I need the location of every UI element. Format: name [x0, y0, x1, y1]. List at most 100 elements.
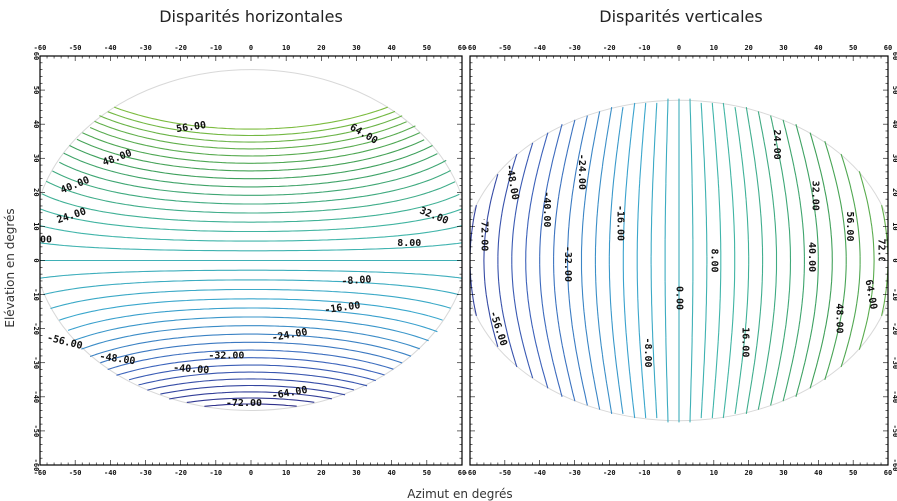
x-tick-label: -60	[34, 44, 47, 52]
x-tick-label: -20	[174, 469, 187, 477]
contour-label: 24.00	[56, 206, 88, 226]
contour-label: 64.00	[863, 279, 879, 311]
x-tick-label: -30	[139, 469, 152, 477]
contour-line	[40, 269, 462, 279]
x-tick-label: 10	[282, 44, 290, 52]
y-tick-label: -60	[32, 459, 40, 472]
contour-label: -32.00	[562, 246, 573, 282]
contour-line	[186, 397, 315, 403]
contour-line	[89, 125, 416, 157]
x-tick-label: 50	[849, 44, 857, 52]
contour-line	[840, 153, 861, 368]
contour-line	[58, 298, 443, 321]
contour-line	[67, 307, 438, 333]
y-tick-label: 10	[891, 222, 897, 230]
x-tick-label: 20	[744, 44, 752, 52]
x-tick-label: 30	[779, 44, 787, 52]
contour-label: -24.00	[271, 327, 308, 344]
contour-line	[113, 106, 388, 130]
x-tick-label: -50	[499, 469, 512, 477]
contour-line	[824, 141, 847, 380]
y-tick-label: 60	[32, 52, 40, 60]
contour-line	[107, 349, 394, 371]
contour-line	[89, 333, 412, 358]
contour-line	[43, 279, 459, 296]
contour-line	[745, 107, 764, 414]
x-tick-label: -10	[210, 469, 223, 477]
contour-label: 72.00	[876, 239, 887, 269]
contour-line	[160, 384, 346, 396]
x-tick-label: -30	[568, 44, 581, 52]
contour-label: -56.00	[487, 310, 509, 348]
contour-label: -40.00	[541, 191, 552, 227]
x-tick-label: 40	[387, 44, 395, 52]
x-tick-label: 60	[884, 469, 892, 477]
x-tick-label: 40	[814, 44, 822, 52]
x-tick-label: -10	[210, 44, 223, 52]
y-tick-label: 10	[32, 222, 40, 230]
y-tick-label: 50	[891, 86, 897, 94]
contour-line	[81, 325, 420, 350]
contour-label: -24.00	[576, 154, 587, 190]
y-tick-label: 20	[891, 188, 897, 196]
contour-line	[782, 119, 805, 402]
x-tick-label: 10	[710, 44, 718, 52]
contour-line	[82, 132, 421, 164]
x-tick-label: 60	[458, 469, 466, 477]
contour-line	[511, 142, 534, 379]
contour-line	[40, 242, 462, 252]
contour-label: -72.00	[478, 215, 489, 251]
y-tick-label: 20	[32, 188, 40, 196]
x-tick-label: -20	[603, 469, 616, 477]
x-tick-label: -30	[568, 469, 581, 477]
x-tick-label: 40	[387, 469, 395, 477]
contour-label: 56.00	[176, 120, 207, 135]
x-tick-label: 10	[282, 469, 290, 477]
x-tick-label: -60	[464, 44, 477, 52]
contour-line	[59, 159, 447, 196]
contour-label: -8.00	[642, 337, 653, 367]
y-tick-label: -10	[891, 288, 897, 301]
contour-line	[650, 102, 658, 419]
contour-line	[147, 378, 355, 391]
contour-line	[689, 98, 694, 423]
x-tick-label: -60	[34, 469, 47, 477]
contour-label: 6.00	[28, 235, 52, 246]
x-tick-label: 30	[352, 44, 360, 52]
contour-line	[100, 341, 403, 364]
contour-line	[69, 145, 433, 180]
contour-label: -16.00	[614, 205, 625, 241]
x-tick-label: -50	[69, 469, 82, 477]
contour-line	[483, 174, 499, 347]
y-tick-label: -30	[891, 356, 897, 369]
domain-outline	[40, 69, 462, 411]
x-tick-label: -60	[464, 469, 477, 477]
contour-label: 24.00	[771, 130, 782, 160]
x-tick-label: 20	[317, 469, 325, 477]
contour-line	[608, 107, 624, 414]
contour-line	[45, 180, 456, 214]
y-tick-label: 30	[891, 154, 897, 162]
contour-line	[711, 102, 722, 419]
contour-line	[722, 102, 736, 419]
chart-title-horizontal: Disparités horizontales	[159, 7, 343, 26]
contour-line	[116, 357, 385, 376]
contour-line	[795, 124, 819, 397]
x-tick-label: 40	[814, 469, 822, 477]
contour-line	[497, 153, 518, 368]
x-tick-label: 30	[352, 469, 360, 477]
x-tick-label: -30	[139, 44, 152, 52]
contour-label: -56.00	[46, 333, 84, 352]
contour-line	[107, 110, 396, 137]
y-tick-label: 0	[32, 258, 40, 262]
contour-line	[757, 111, 778, 410]
contour-label: 56.00	[844, 211, 855, 241]
x-tick-label: 50	[423, 469, 431, 477]
contour-line	[525, 132, 549, 389]
y-tick-label: -60	[891, 459, 897, 472]
contour-line	[594, 107, 613, 414]
contour-line	[580, 111, 601, 410]
y-tick-label: 40	[32, 120, 40, 128]
contour-label: 40.00	[806, 242, 817, 272]
